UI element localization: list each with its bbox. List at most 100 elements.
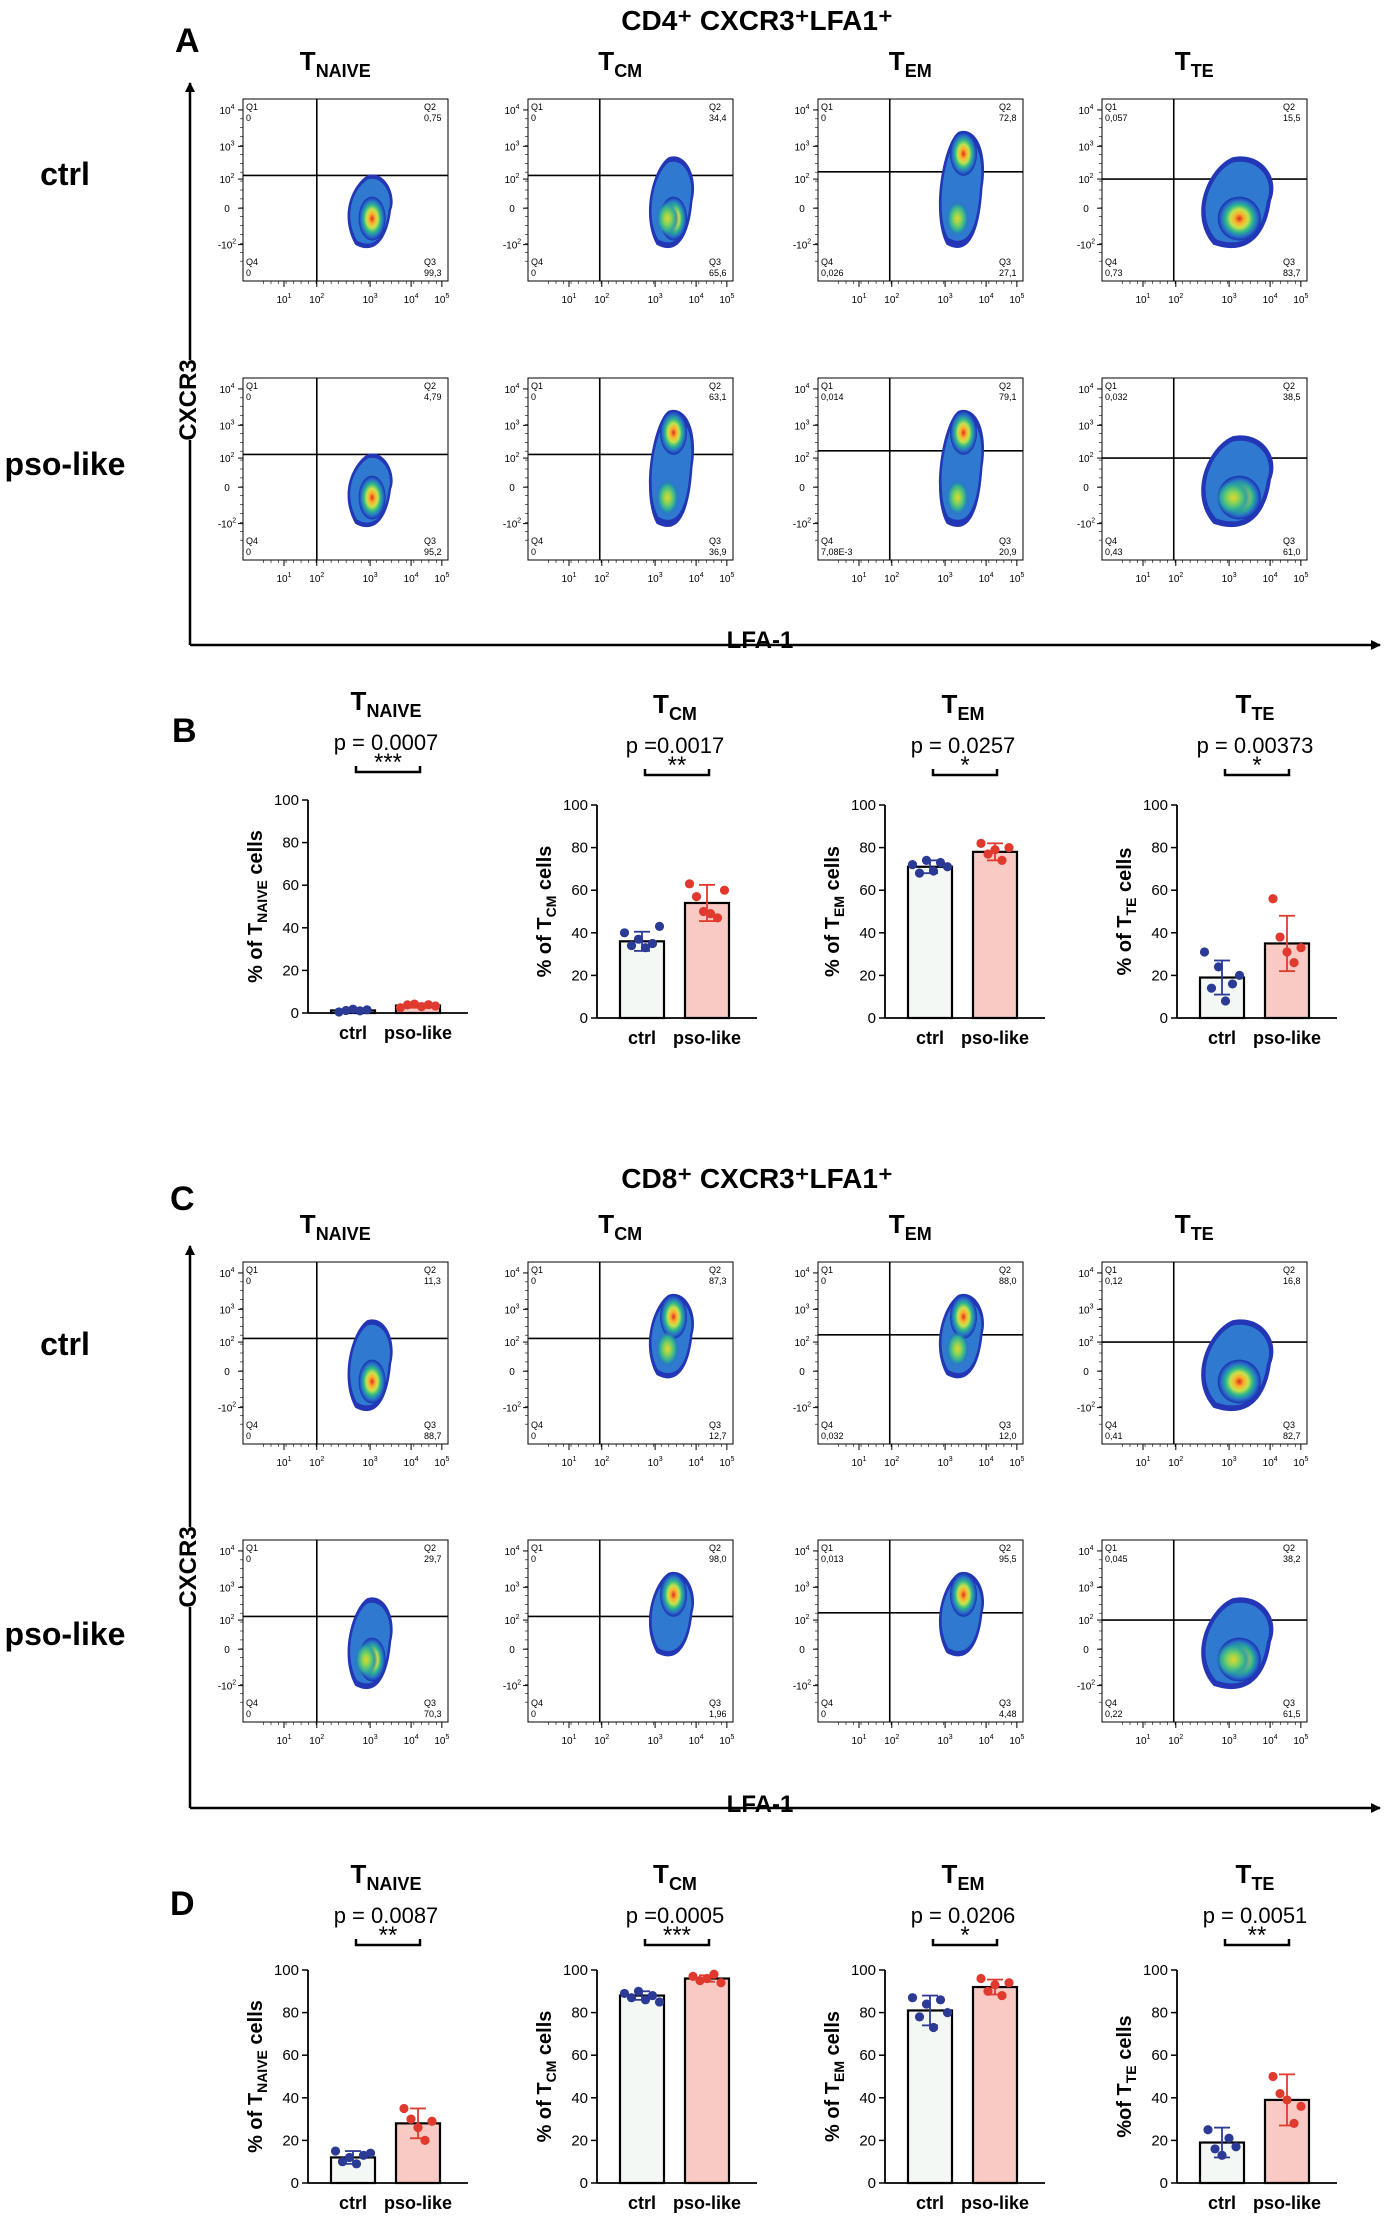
- y-tick-1-exp: 3: [516, 1303, 520, 1310]
- y-tick-4-base: -10: [793, 520, 808, 531]
- x-tick-3: 104: [689, 1456, 704, 1469]
- quadrant-value-q1: 0: [531, 1554, 536, 1564]
- x-tick-2-base: 10: [938, 574, 950, 585]
- x-tick-1-base: 10: [594, 1736, 606, 1747]
- y-tick-4-exp: 2: [232, 1402, 236, 1409]
- y-axis-label: % of TCM cells: [534, 846, 559, 978]
- data-point-ctrl: [1231, 2142, 1241, 2152]
- quadrant-value-q3: 61,5: [1283, 1709, 1301, 1719]
- data-point-ctrl: [344, 2152, 355, 2163]
- x-tick-4: 105: [1009, 293, 1024, 306]
- panel-c-label: C: [170, 1180, 195, 1218]
- quadrant-name-q3: Q3: [1283, 1698, 1295, 1708]
- x-tick-4: 105: [1293, 293, 1308, 306]
- y-tick-4-exp: 2: [232, 239, 236, 246]
- data-point-pso-like: [990, 845, 1000, 855]
- panel-c-title: CD8⁺ CXCR3⁺LFA1⁺: [621, 1163, 893, 1194]
- x-tick-1: 102: [309, 1734, 324, 1747]
- y-tick-4-exp: 2: [1091, 239, 1095, 246]
- x-tick-1-exp: 2: [605, 1734, 609, 1741]
- x-tick-4-exp: 5: [445, 293, 449, 300]
- data-point-ctrl: [341, 1005, 351, 1016]
- y-tick-0-base: 10: [504, 1547, 516, 1558]
- y-tick-1-exp: 3: [1090, 419, 1094, 426]
- data-point-pso-like: [1289, 2118, 1299, 2128]
- x-tick-1: 102: [884, 572, 899, 585]
- y-tick-label: 40: [282, 2090, 299, 2107]
- y-tick-1: 103: [219, 1581, 234, 1594]
- y-tick-4-exp: 2: [1091, 1680, 1095, 1687]
- y-tick-label: 20: [1151, 2132, 1168, 2149]
- data-point-ctrl: [907, 1993, 918, 2003]
- column-title-te-sub: TE: [1191, 1224, 1214, 1244]
- y-label-prefix: %of T: [1114, 2083, 1136, 2137]
- x-tick-2: 103: [648, 1456, 663, 1469]
- y-tick-2: 102: [794, 1336, 809, 1349]
- x-tick-2-base: 10: [938, 295, 950, 306]
- y-tick-2: 102: [1078, 173, 1093, 186]
- data-point-ctrl: [914, 868, 925, 878]
- y-label-suffix: cells: [1114, 848, 1136, 898]
- x-tick-4-base: 10: [1009, 295, 1021, 306]
- bar-title-em-base: T: [942, 689, 958, 719]
- y-label-suffix: cells: [245, 2000, 267, 2050]
- y-tick-4: -102: [1077, 1402, 1095, 1415]
- y-tick-1-base: 10: [219, 142, 231, 153]
- x-tick-1-exp: 2: [320, 1734, 324, 1741]
- y-axis-label: % of TTE cells: [1114, 848, 1139, 976]
- y-tick-0-base: 10: [1078, 385, 1090, 396]
- quadrant-value-q4: 0: [821, 1709, 826, 1719]
- quadrant-value-q4: 0: [531, 268, 536, 278]
- y-tick-1: 103: [794, 1581, 809, 1594]
- x-tick-2-exp: 3: [374, 572, 378, 579]
- y-tick-4: -102: [503, 1402, 521, 1415]
- quadrant-name-q2: Q2: [709, 1265, 721, 1275]
- y-tick-3: 0: [509, 204, 515, 215]
- x-tick-4-base: 10: [434, 574, 446, 585]
- y-tick-4-exp: 2: [517, 239, 521, 246]
- x-tick-2-exp: 3: [1233, 293, 1237, 300]
- quadrant-name-q1: Q1: [821, 381, 833, 391]
- quadrant-value-q3: 61,0: [1283, 547, 1301, 557]
- data-point-ctrl: [1206, 983, 1217, 993]
- significance-stars: ***: [663, 1922, 691, 1949]
- y-tick-label: 60: [1151, 882, 1168, 899]
- x-tick-1-exp: 2: [895, 1734, 899, 1741]
- x-tick-0-base: 10: [1135, 1736, 1147, 1747]
- x-tick-1-exp: 2: [895, 293, 899, 300]
- y-tick-1: 103: [794, 1303, 809, 1316]
- x-tick-0: 101: [851, 293, 866, 306]
- x-tick-2-exp: 3: [374, 1456, 378, 1463]
- quadrant-value-q1: 0,045: [1105, 1554, 1128, 1564]
- y-tick-4-base: -10: [218, 1682, 233, 1693]
- y-tick-3: 0: [1083, 1367, 1089, 1378]
- x-tick-4-base: 10: [719, 1736, 731, 1747]
- bar-title-naive: TNAIVE: [351, 1859, 422, 1894]
- y-axis-title-bg: [182, 1527, 210, 1607]
- column-title-naive-base: T: [300, 1209, 316, 1239]
- bar-title-naive-base: T: [351, 686, 367, 716]
- bar-title-em: TEM: [942, 689, 985, 724]
- quadrant-value-q4: 0: [246, 547, 251, 557]
- significance-stars: ***: [374, 749, 402, 776]
- x-tick-3-base: 10: [689, 1736, 701, 1747]
- x-tick-3-base: 10: [979, 1736, 991, 1747]
- y-tick-label: 100: [851, 1962, 876, 1979]
- p-value: p = 0.0206: [911, 1903, 1016, 1928]
- y-tick-0-exp: 4: [231, 1267, 235, 1274]
- quadrant-name-q1: Q1: [821, 1265, 833, 1275]
- data-point-pso-like: [976, 838, 986, 848]
- bar-title-em: TEM: [942, 1859, 985, 1894]
- y-tick-4: -102: [503, 239, 521, 252]
- quadrant-value-q3: 88,7: [424, 1431, 442, 1441]
- density-core: [950, 410, 977, 455]
- quadrant-name-q1: Q1: [246, 381, 258, 391]
- y-tick-1: 103: [219, 140, 234, 153]
